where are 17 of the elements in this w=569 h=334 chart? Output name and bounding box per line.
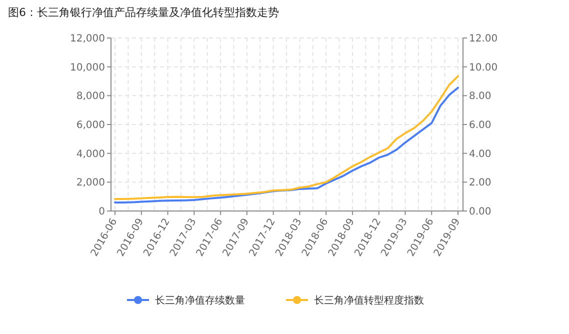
y2-tick-label: 0.00 — [469, 206, 492, 218]
y2-tick-label: 12.00 — [469, 34, 498, 44]
chart-title: 图6：长三角银行净值产品存续量及净值化转型指数走势 — [8, 6, 279, 19]
y-tick-label: 8,000 — [76, 91, 105, 102]
y-tick-label: 2,000 — [76, 178, 105, 189]
y2-tick-label: 2.00 — [469, 178, 492, 189]
y2-tick-label: 6.00 — [469, 120, 492, 131]
y2-tick-label: 10.00 — [469, 62, 498, 74]
legend-label: 长三角净值存续数量 — [155, 294, 245, 306]
y-tick-label: 12,000 — [70, 34, 105, 44]
y-tick-label: 4,000 — [76, 148, 105, 160]
y2-tick-label: 8.00 — [469, 91, 492, 102]
y-tick-label: 0 — [98, 206, 105, 218]
legend-label: 长三角净值转型程度指数 — [314, 294, 424, 306]
y2-tick-label: 4.00 — [469, 148, 492, 160]
y-tick-label: 6,000 — [76, 120, 105, 131]
y-tick-label: 10,000 — [70, 62, 105, 74]
